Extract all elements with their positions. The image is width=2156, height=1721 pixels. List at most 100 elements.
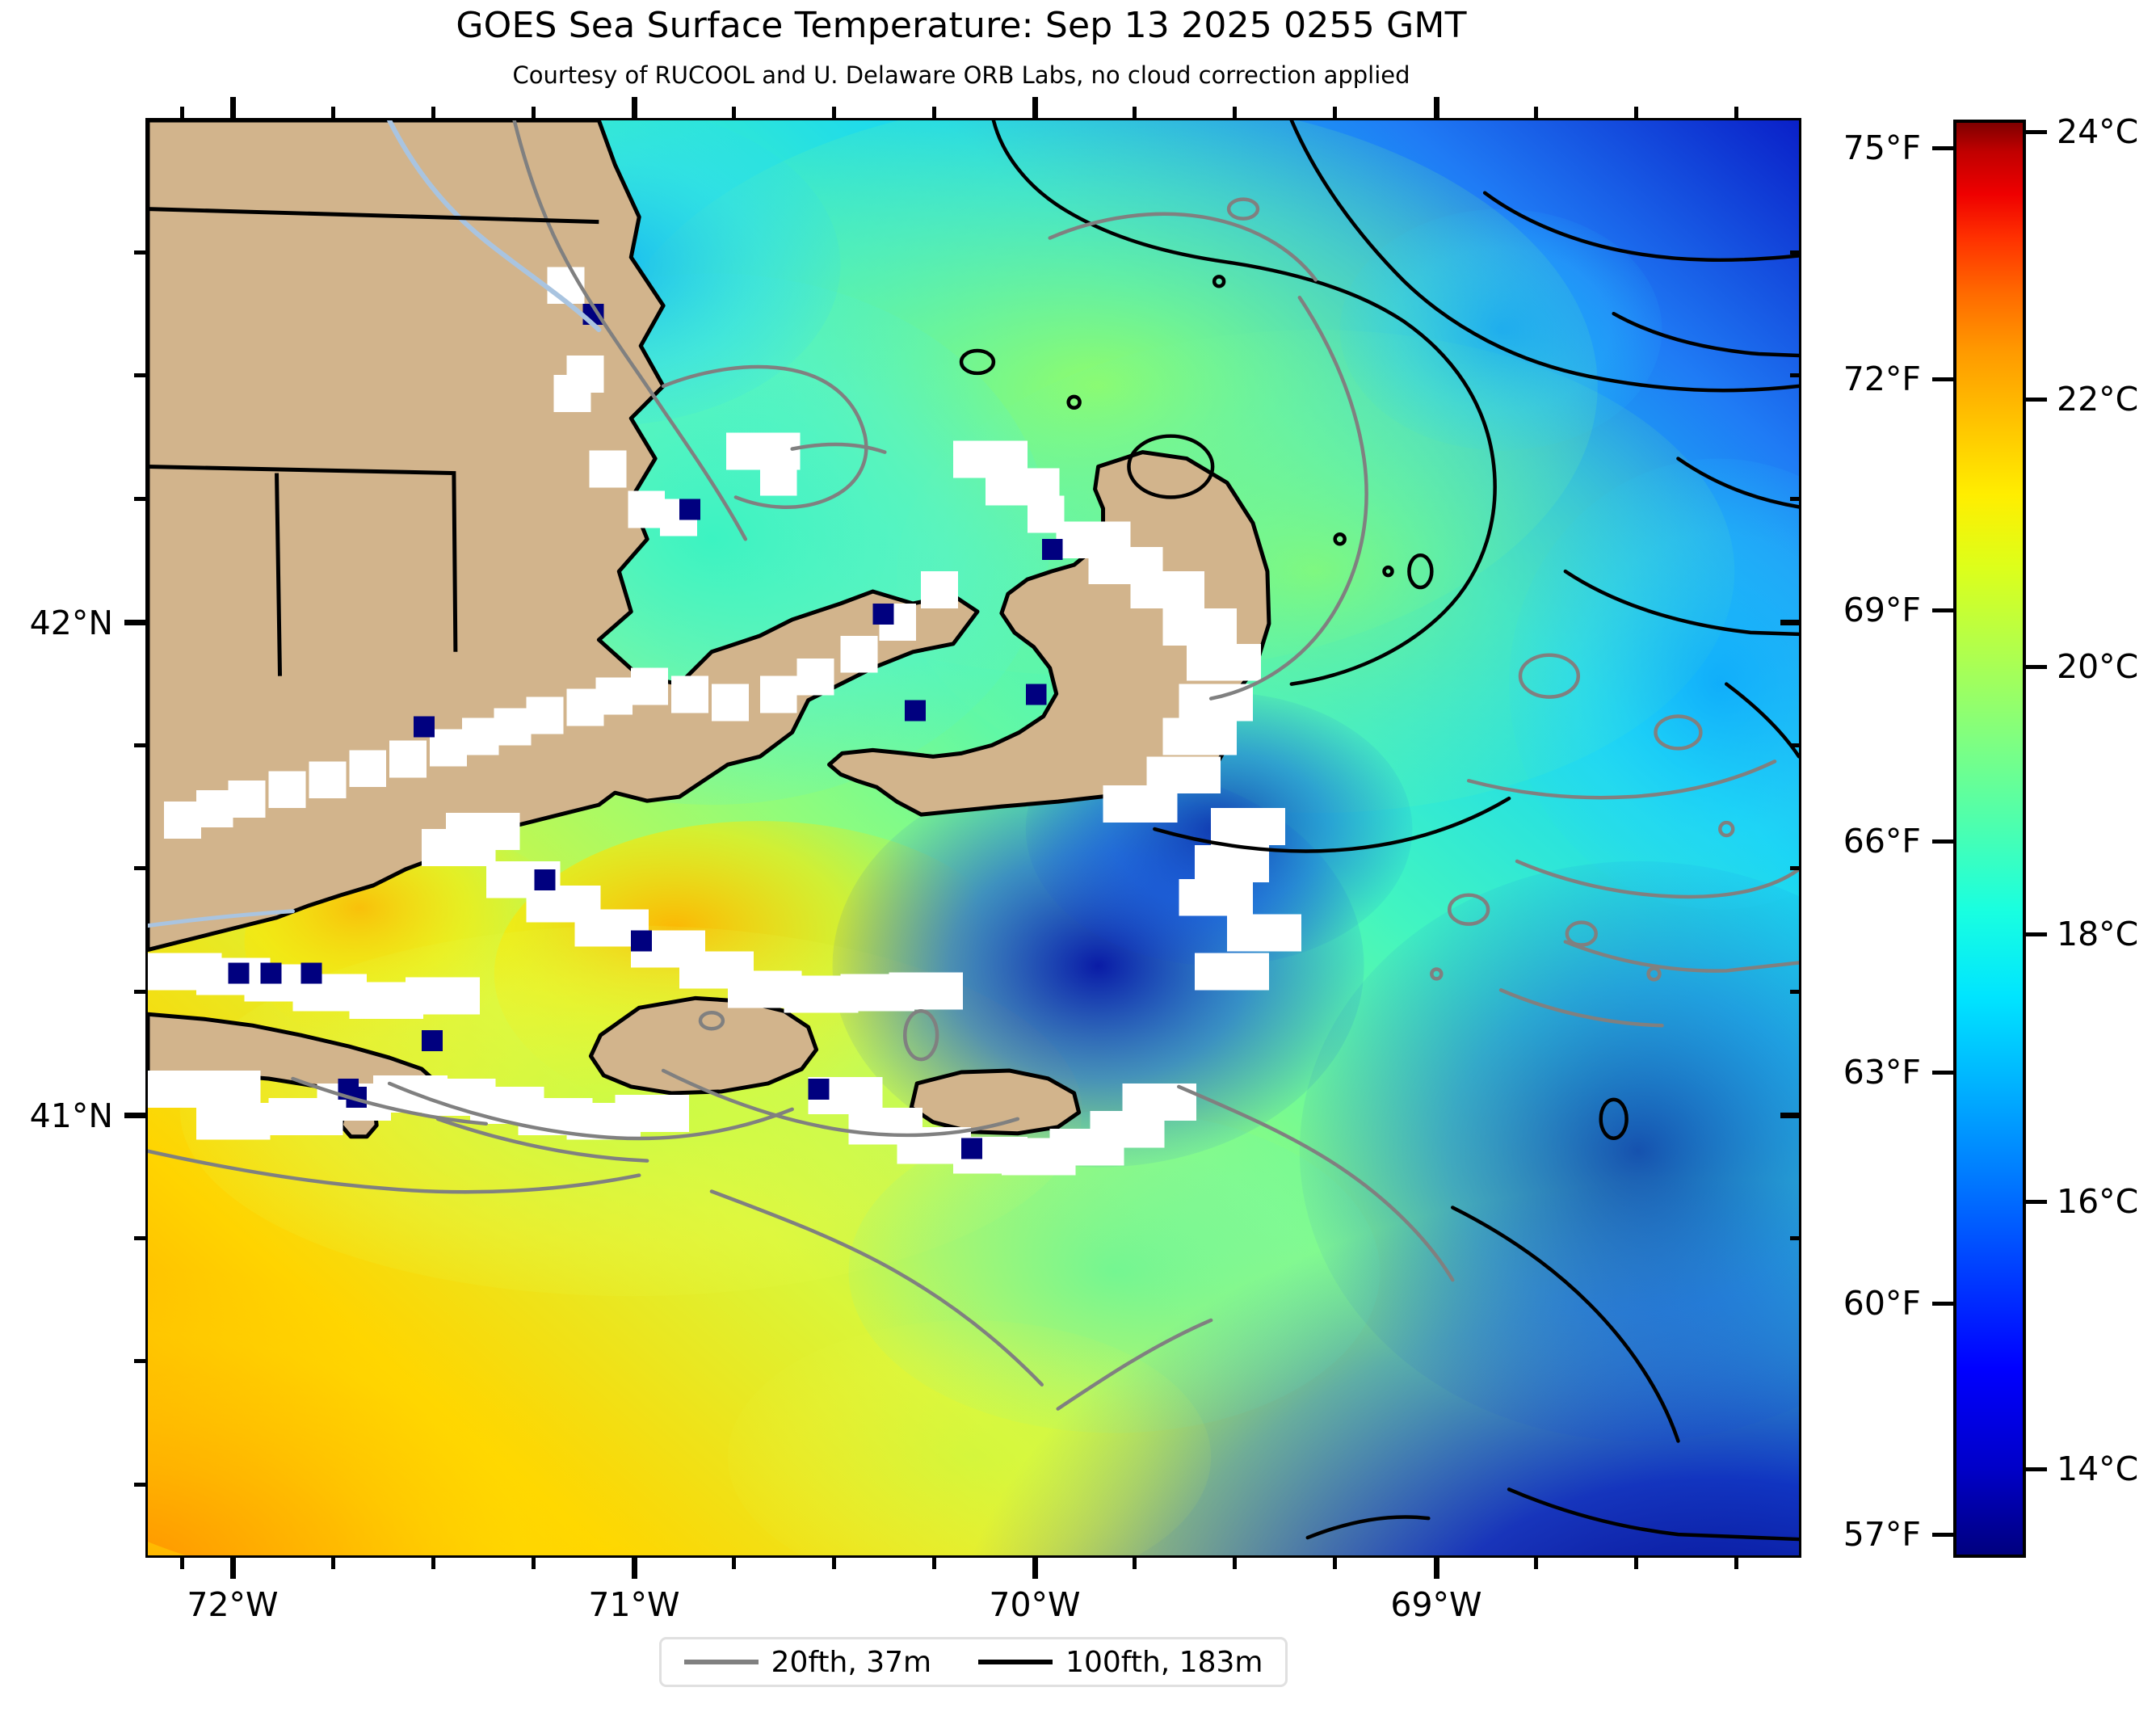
y-minor-tick-right [1790, 743, 1801, 747]
x-major-tick-top [632, 97, 637, 118]
x-minor-tick-top [1233, 107, 1237, 118]
x-minor-tick [431, 1558, 435, 1569]
x-minor-tick-top [832, 107, 836, 118]
x-minor-tick-top [1333, 107, 1337, 118]
legend-item-100fth: 100fth, 183m [978, 1646, 1263, 1679]
y-minor-tick-right [1790, 250, 1801, 255]
colorbar-tick-f [1932, 377, 1953, 381]
x-major-tick [632, 1558, 637, 1579]
colorbar-label-60f: 60°F [1843, 1284, 1921, 1323]
colorbar-label-57f: 57°F [1843, 1515, 1921, 1554]
x-minor-tick-top [1534, 107, 1538, 118]
land-layer [148, 120, 1271, 1139]
colorbar-label-66f: 66°F [1843, 822, 1921, 860]
y-minor-tick-right [1790, 866, 1801, 870]
y-minor-tick [134, 497, 145, 501]
cloud-mask-layer [148, 267, 1301, 1176]
colorbar-tick-c [2026, 665, 2047, 669]
colorbar-tick-c [2026, 932, 2047, 936]
x-minor-tick [932, 1558, 936, 1569]
x-minor-tick [1333, 1558, 1337, 1569]
legend-label-100fth: 100fth, 183m [1065, 1645, 1263, 1679]
cold-pixel-layer [228, 304, 1063, 1159]
colorbar-label-14c: 14°C [2057, 1450, 2139, 1488]
x-major-tick [1434, 1558, 1439, 1579]
x-minor-tick-top [431, 107, 435, 118]
x-minor-tick-top [1634, 107, 1638, 118]
y-minor-tick-right [1790, 497, 1801, 501]
colorbar-label-22c: 22°C [2057, 380, 2139, 419]
y-major-tick [124, 1113, 145, 1118]
y-minor-tick [134, 1483, 145, 1487]
sst-map-plot-area [145, 118, 1801, 1558]
x-minor-tick [1233, 1558, 1237, 1569]
colorbar-tick-c [2026, 1467, 2047, 1471]
y-minor-tick [134, 1359, 145, 1363]
colorbar-tick-c [2026, 130, 2047, 134]
y-minor-tick-right [1790, 990, 1801, 994]
colorbar-label-72f: 72°F [1843, 360, 1921, 398]
colorbar-tick-f [1932, 1302, 1953, 1306]
contour-20fth-layer [148, 120, 1799, 1411]
x-minor-tick-top [180, 107, 184, 118]
contour-100fth-layer [959, 120, 1799, 1542]
x-minor-tick-top [331, 107, 335, 118]
colorbar-tick-f [1932, 146, 1953, 150]
hydrography-layer [148, 120, 602, 928]
colorbar-tick-c [2026, 398, 2047, 402]
colorbar-label-75f: 75°F [1843, 128, 1921, 167]
colorbar-tick-c [2026, 1200, 2047, 1204]
y-major-tick-right [1780, 1113, 1801, 1118]
colorbar-label-69f: 69°F [1843, 591, 1921, 629]
y-minor-tick [134, 743, 145, 747]
colorbar-tick-f [1932, 839, 1953, 844]
x-minor-tick-top [1133, 107, 1137, 118]
colorbar-label-24c: 24°C [2057, 112, 2139, 151]
x-major-tick [1032, 1558, 1038, 1579]
x-minor-tick-top [532, 107, 536, 118]
bathymetry-legend: 20fth, 37m 100fth, 183m [659, 1637, 1288, 1687]
x-axis-label-70w: 70°W [989, 1585, 1081, 1624]
political-border-layer [148, 207, 599, 676]
colorbar-label-63f: 63°F [1843, 1053, 1921, 1092]
colorbar-tick-f [1932, 1533, 1953, 1537]
y-minor-tick [134, 990, 145, 994]
legend-item-20fth: 20fth, 37m [683, 1646, 931, 1679]
y-minor-tick-right [1790, 373, 1801, 377]
y-major-tick [124, 620, 145, 625]
x-minor-tick [732, 1558, 736, 1569]
y-axis-label-41n: 41°N [29, 1096, 113, 1135]
x-major-tick-top [230, 97, 236, 118]
y-minor-tick [134, 373, 145, 377]
x-minor-tick-top [1734, 107, 1738, 118]
colorbar-label-20c: 20°C [2057, 647, 2139, 686]
x-major-tick-top [1434, 97, 1439, 118]
x-minor-tick [1634, 1558, 1638, 1569]
x-minor-tick [331, 1558, 335, 1569]
y-axis-label-42n: 42°N [29, 604, 113, 642]
legend-line-100fth [978, 1660, 1053, 1664]
y-minor-tick [134, 250, 145, 255]
page-title: GOES Sea Surface Temperature: Sep 13 202… [456, 5, 1467, 46]
x-minor-tick [180, 1558, 184, 1569]
x-minor-tick-top [932, 107, 936, 118]
y-major-tick-right [1780, 620, 1801, 625]
x-minor-tick-top [732, 107, 736, 118]
x-major-tick-top [1032, 97, 1038, 118]
y-minor-tick [134, 1236, 145, 1240]
colorbar-tick-f [1932, 608, 1953, 612]
page-subtitle: Courtesy of RUCOOL and U. Delaware ORB L… [512, 61, 1410, 89]
sst-raster-and-coastlines [148, 120, 1799, 1555]
temperature-colorbar [1953, 120, 2026, 1558]
x-minor-tick [832, 1558, 836, 1569]
x-axis-label-71w: 71°W [588, 1585, 680, 1624]
y-minor-tick-right [1790, 1236, 1801, 1240]
legend-line-20fth [683, 1660, 759, 1664]
x-minor-tick [1133, 1558, 1137, 1569]
x-minor-tick [1534, 1558, 1538, 1569]
x-major-tick [230, 1558, 236, 1579]
colorbar-label-16c: 16°C [2057, 1182, 2139, 1221]
x-axis-label-69w: 69°W [1390, 1585, 1482, 1624]
colorbar-label-18c: 18°C [2057, 915, 2139, 953]
